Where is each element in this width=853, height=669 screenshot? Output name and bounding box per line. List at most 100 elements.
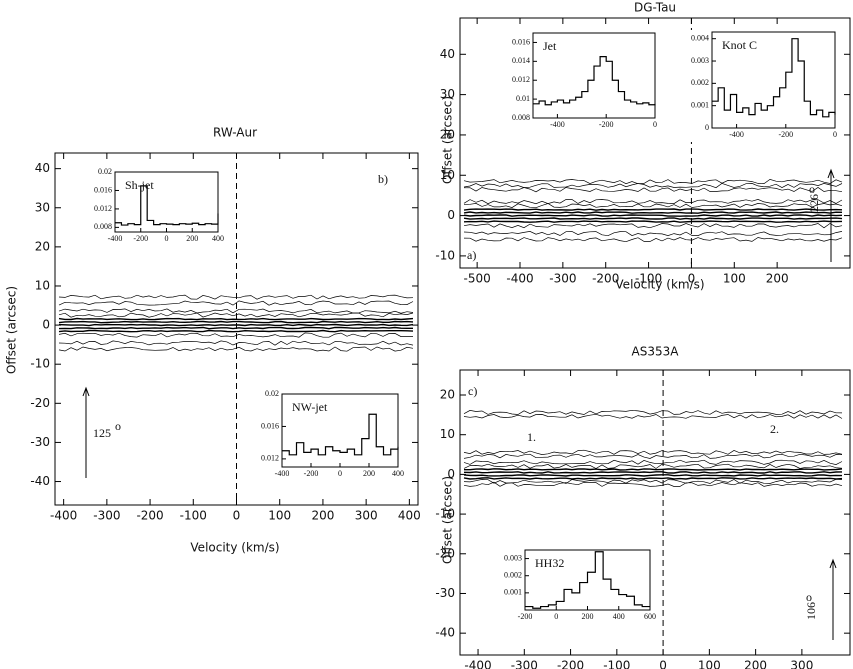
panel-title: RW-Aur — [213, 126, 257, 140]
inset-x-tick-label: -200 — [133, 234, 148, 243]
inset-x-tick-label: -200 — [778, 130, 793, 139]
x-tick-label: 0 — [659, 659, 667, 669]
inset-y-tick-label: 0.02 — [98, 167, 112, 176]
contour — [463, 413, 843, 419]
contour — [463, 481, 843, 487]
x-tick-label: -300 — [93, 509, 120, 523]
contour — [58, 329, 414, 333]
inset-y-tick-label: 0.003 — [504, 553, 522, 562]
y-tick-label: 40 — [440, 47, 455, 61]
y-tick-label: -20 — [30, 396, 50, 410]
y-tick-label: 40 — [35, 161, 50, 175]
inset-y-tick-label: 0.001 — [504, 588, 522, 597]
plot-frame — [459, 17, 851, 269]
contour — [58, 300, 414, 306]
panel-label: b) — [378, 172, 388, 186]
x-tick-label: -100 — [180, 509, 207, 523]
arrow-head — [829, 558, 837, 569]
y-tick-label: 0 — [447, 467, 455, 481]
inset-y-tick-label: 0.004 — [691, 34, 709, 43]
x-tick-label: -300 — [549, 272, 576, 286]
contour — [463, 183, 843, 189]
contour — [58, 346, 414, 352]
y-tick-label: -10 — [435, 507, 455, 521]
contour — [463, 179, 843, 185]
y-tick-label: 30 — [35, 200, 50, 214]
inset-x-tick-label: 200 — [582, 612, 594, 621]
contour — [463, 409, 843, 415]
contour — [58, 323, 414, 327]
x-tick-label: 100 — [723, 272, 746, 286]
y-tick-label: 20 — [440, 388, 455, 402]
y-tick-label: 20 — [440, 127, 455, 141]
panel-title: DG-Tau — [634, 1, 676, 15]
inset-y-tick-label: 0.008 — [512, 113, 530, 122]
inset-y-tick-label: 0.003 — [691, 56, 709, 65]
inset-x-tick-label: 400 — [392, 469, 404, 478]
spectrum — [533, 56, 656, 106]
x-tick-label: -200 — [592, 272, 619, 286]
x-tick-label: 0 — [688, 272, 696, 286]
contour — [463, 471, 843, 474]
y-tick-label: 20 — [35, 239, 50, 253]
inset-y-tick-label: 0.012 — [261, 454, 279, 463]
x-tick-label: -300 — [511, 659, 538, 669]
inset-frame — [711, 31, 836, 129]
contour — [463, 220, 843, 223]
inset-y-tick-label: 0.016 — [512, 37, 530, 46]
x-tick-label: 100 — [268, 509, 291, 523]
contour — [463, 478, 843, 484]
contour — [58, 317, 414, 321]
inset-x-tick-label: 400 — [613, 612, 625, 621]
inset-x-tick-label: 600 — [644, 612, 656, 621]
inset-y-tick-label: 0.001 — [691, 101, 709, 110]
inset-x-tick-label: 200 — [186, 234, 198, 243]
y-tick-label: -10 — [30, 357, 50, 371]
contour — [463, 237, 843, 243]
y-tick-label: 0 — [42, 318, 50, 332]
position-angle: 125 — [93, 426, 111, 440]
contour — [58, 326, 413, 330]
inset-x-tick-label: -200 — [599, 120, 614, 129]
x-tick-label: 200 — [766, 272, 789, 286]
inset-y-tick-label: 0.016 — [94, 185, 112, 194]
x-tick-label: -400 — [464, 659, 491, 669]
contour — [463, 211, 843, 214]
inset-y-tick-label: 0 — [705, 123, 709, 132]
plot-frame — [459, 369, 851, 656]
annotation: 2. — [770, 422, 779, 436]
y-tick-label: 30 — [440, 87, 455, 101]
contour — [463, 449, 843, 455]
y-tick-label: 0 — [447, 208, 455, 222]
inset-y-tick-label: 0.002 — [504, 571, 522, 580]
inset-x-tick-label: -200 — [518, 612, 533, 621]
contour — [463, 459, 843, 465]
panel-label: c) — [468, 384, 477, 398]
inset-y-tick-label: 0.008 — [94, 222, 112, 231]
y-tick-label: -40 — [30, 474, 50, 488]
y-tick-label: 10 — [440, 168, 455, 182]
contour — [58, 308, 414, 314]
contour — [463, 453, 843, 459]
spectrum — [525, 551, 650, 609]
x-axis-label: Velocity (km/s) — [190, 541, 279, 555]
inset-x-tick-label: 0 — [338, 469, 342, 478]
inset-y-tick-label: 0.02 — [265, 389, 279, 398]
annotation: 1. — [527, 430, 536, 444]
y-axis-label: Offset (arcsec) — [441, 476, 455, 564]
x-tick-label: 300 — [355, 509, 378, 523]
inset-x-tick-label: 400 — [212, 234, 224, 243]
y-tick-label: -30 — [30, 435, 50, 449]
x-axis-label: Velocity (km/s) — [615, 278, 704, 292]
x-tick-label: -100 — [603, 659, 630, 669]
inset-x-tick-label: 0 — [165, 234, 169, 243]
degree-mark: o — [809, 182, 815, 196]
inset-y-tick-label: 0.002 — [691, 78, 709, 87]
inset-x-tick-label: -400 — [108, 234, 123, 243]
spectrum — [712, 38, 836, 118]
inset-x-tick-label: -400 — [275, 469, 290, 478]
y-tick-label: -20 — [435, 546, 455, 560]
x-tick-label: -200 — [136, 509, 163, 523]
contour — [464, 468, 843, 471]
inset-y-tick-label: 0.01 — [516, 94, 530, 103]
